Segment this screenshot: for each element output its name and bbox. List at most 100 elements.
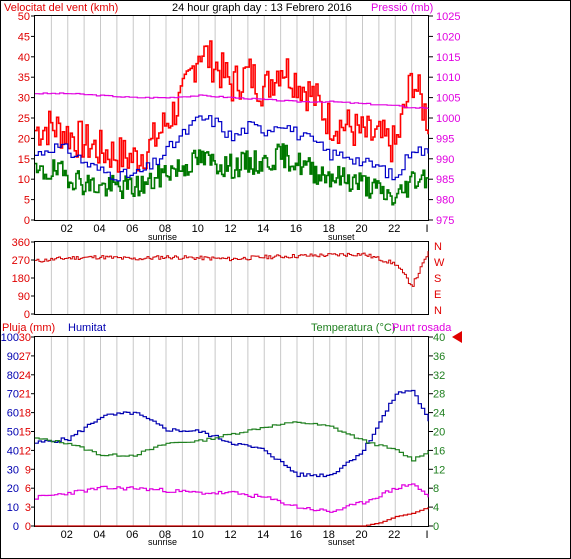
pressure-y-tick: 1015 [436, 52, 460, 64]
x-tick-label: 16 [290, 223, 302, 235]
wind-y-tick: 50 [18, 11, 30, 23]
x-tick-label: I [425, 529, 428, 541]
pressure-y-tick: 1010 [436, 72, 460, 84]
wind-y-tick: 10 [18, 174, 30, 186]
pressure-axis-label: Pressió (mb) [371, 2, 433, 14]
pressure-y-tick: 1020 [436, 31, 460, 43]
temperature-y-tick: 4 [433, 502, 439, 514]
rain-y-tick: 18 [19, 408, 31, 420]
rain-y-tick: 9 [25, 464, 31, 476]
rain-y-tick: 12 [19, 445, 31, 457]
humidity-series [35, 389, 429, 478]
wind-axis-label: Velocitat del vent (kmh) [4, 2, 118, 14]
temperature-axis-label: Temperatura (°C) [311, 322, 395, 334]
x-tick-label: 10 [192, 223, 204, 235]
x-tick-label: 20 [355, 223, 367, 235]
wind-y-tick: 40 [18, 52, 30, 64]
x-tick-label: 16 [290, 529, 302, 541]
x-tick-label: 08 [159, 223, 171, 235]
x-tick-label: 12 [224, 223, 236, 235]
direction-y-tick: 270 [12, 255, 30, 267]
humidity-y-tick: 0 [13, 521, 19, 533]
humidity-y-tick: 20 [7, 483, 19, 495]
direction-y-tick: 180 [12, 273, 30, 285]
wind-direction-series [35, 251, 429, 287]
x-tick-label: 12 [224, 529, 236, 541]
x-tick-label: 02 [61, 529, 73, 541]
wind-y-tick: 25 [18, 113, 30, 125]
x-tick-label: 22 [388, 529, 400, 541]
wind-y-tick: 20 [18, 133, 30, 145]
temperature-y-tick: 16 [433, 445, 445, 457]
rain-y-tick: 27 [19, 351, 31, 363]
wind-y-tick: 0 [24, 215, 30, 227]
rain-y-tick: 0 [25, 521, 31, 533]
temperature-y-tick: 12 [433, 464, 445, 476]
wind-y-tick: 15 [18, 154, 30, 166]
x-tick-label: 06 [126, 223, 138, 235]
rain-series [35, 507, 429, 527]
wind-speed-series [35, 115, 429, 182]
rain-y-tick: 6 [25, 483, 31, 495]
x-tick-label: 14 [257, 223, 269, 235]
dewpoint-axis-label: Punt rosada [392, 322, 452, 334]
dir-label-n-top: N [434, 241, 442, 253]
x-tick-label: I [425, 223, 428, 235]
dewpoint-series [35, 483, 429, 513]
pressure-y-tick: 1025 [436, 11, 460, 23]
humidity-y-tick: 50 [7, 427, 19, 439]
x-tick-label: 04 [93, 529, 105, 541]
rain-y-tick: 24 [19, 370, 31, 382]
x-tick-label: 10 [192, 529, 204, 541]
pressure-series [35, 92, 429, 109]
wind-y-tick: 45 [18, 31, 30, 43]
x-tick-label: 20 [355, 529, 367, 541]
sunset-label-top: sunset [328, 232, 355, 242]
dir-label-w: W [434, 257, 445, 269]
sunrise-label-bottom: sunrise [148, 537, 177, 547]
dir-label-n-bottom: N [434, 305, 442, 317]
rain-axis-label: Pluja (mm) [2, 322, 55, 334]
pressure-y-tick: 1005 [436, 93, 460, 105]
temperature-y-tick: 20 [433, 427, 445, 439]
temperature-y-tick: 28 [433, 389, 445, 401]
direction-y-tick: 360 [12, 237, 30, 249]
x-tick-label: 18 [323, 529, 335, 541]
temperature-y-tick: 32 [433, 370, 445, 382]
x-tick-label: 22 [388, 223, 400, 235]
temperature-y-tick: 8 [433, 483, 439, 495]
dir-label-e: E [434, 289, 441, 301]
dir-label-s: S [434, 273, 441, 285]
pressure-y-tick: 995 [436, 133, 454, 145]
humidity-y-tick: 80 [7, 370, 19, 382]
humidity-y-tick: 10 [7, 502, 19, 514]
x-tick-label: 14 [257, 529, 269, 541]
chart-title: 24 hour graph day : 13 Febrero 2016 [172, 2, 352, 14]
wind-y-tick: 5 [24, 195, 30, 207]
humidity-axis-label: Humitat [68, 322, 106, 334]
x-tick-label: 02 [61, 223, 73, 235]
x-tick-label: 18 [323, 223, 335, 235]
x-tick-label: 06 [126, 529, 138, 541]
sunset-label-bottom: sunset [328, 537, 355, 547]
temperature-y-tick: 0 [433, 521, 439, 533]
rain-y-tick: 30 [19, 332, 31, 344]
sunrise-label-top: sunrise [148, 232, 177, 242]
temperature-marker-icon [452, 331, 462, 343]
wind-y-tick: 35 [18, 72, 30, 84]
temperature-series [35, 421, 429, 462]
direction-y-tick: 90 [18, 291, 30, 303]
humidity-y-tick: 70 [7, 389, 19, 401]
temperature-y-tick: 36 [433, 351, 445, 363]
pressure-y-tick: 975 [436, 215, 454, 227]
wind-gust-series [35, 40, 429, 173]
humidity-y-tick: 90 [7, 351, 19, 363]
pressure-y-tick: 990 [436, 154, 454, 166]
wind-average-series [35, 143, 429, 206]
temperature-y-tick: 24 [433, 408, 445, 420]
humidity-y-tick: 30 [7, 464, 19, 476]
humidity-y-tick: 40 [7, 445, 19, 457]
